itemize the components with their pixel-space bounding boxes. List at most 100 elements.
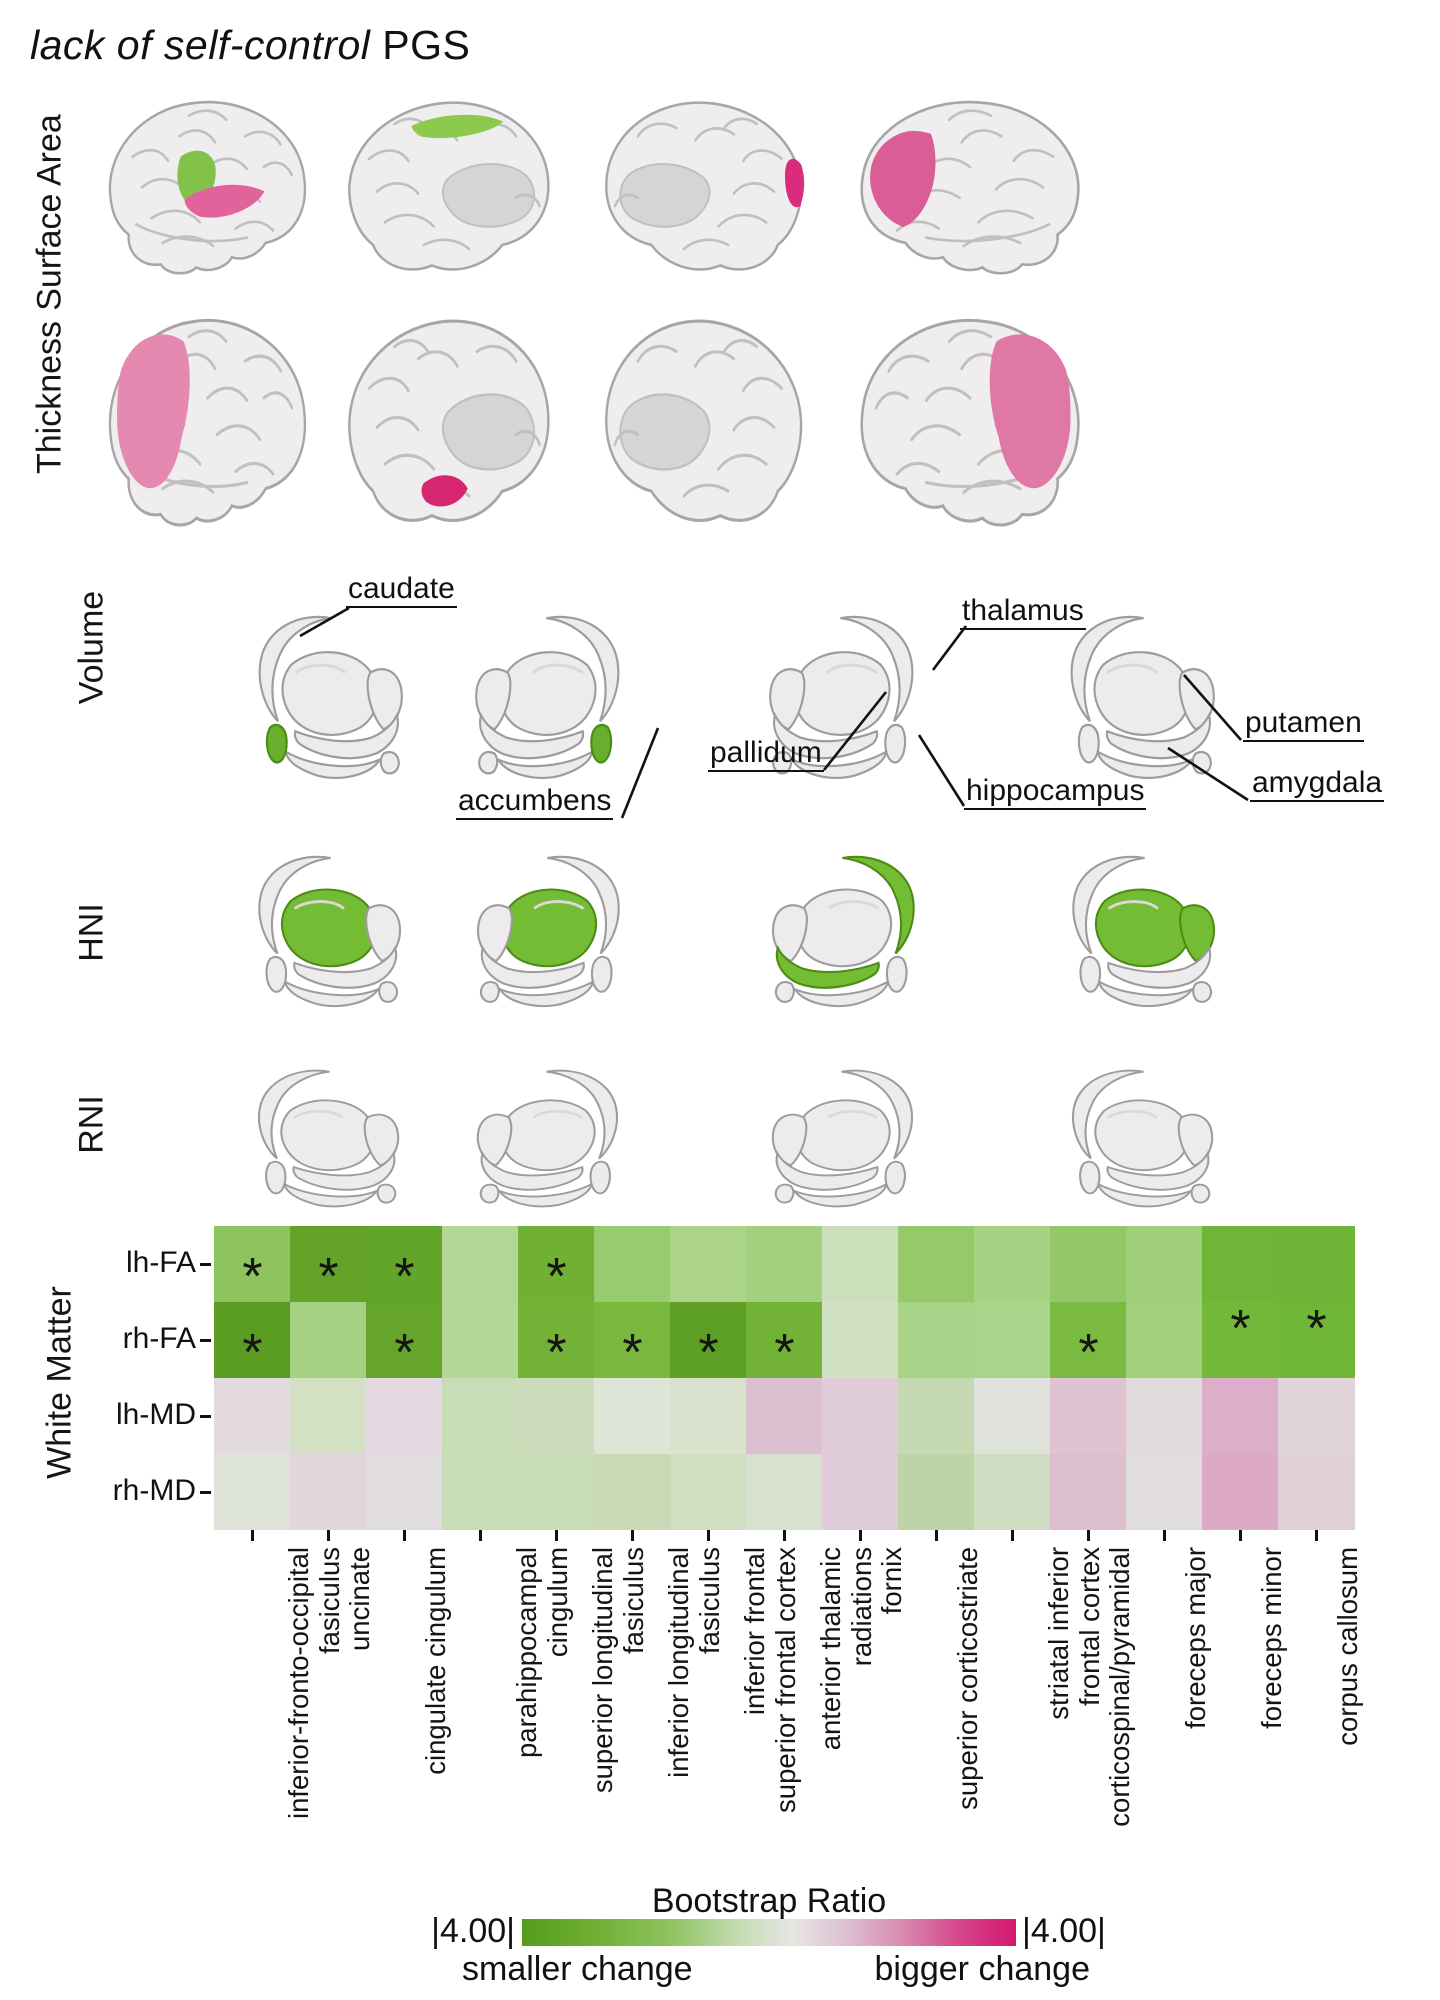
significance-asterisk: * — [1078, 1324, 1099, 1382]
structure-thalamus — [1094, 1099, 1190, 1172]
structure-hippocampus — [293, 945, 398, 989]
significance-asterisk: * — [394, 1248, 415, 1306]
annotation-leader-lines — [299, 606, 1249, 819]
structure-accumbens — [885, 955, 908, 993]
structure-thalamus — [1094, 888, 1192, 968]
colorbar-left-limit: |4.00| — [431, 1912, 515, 1950]
brain-hni-view-2 — [460, 843, 650, 1021]
significance-asterisk: * — [546, 1324, 567, 1382]
heatmap-cell-lh-FA-col15 — [1278, 1226, 1355, 1302]
heatmap-cell-lh-MD-col12 — [1050, 1378, 1127, 1454]
structure-putamen — [1179, 904, 1215, 963]
structure-caudate — [1072, 1069, 1144, 1160]
leader-amygdala — [1167, 746, 1249, 802]
heatmap-cell-rh-MD-col13 — [1126, 1454, 1203, 1530]
heatmap-cell-lh-FA-col1: * — [214, 1226, 291, 1306]
significance-asterisk: * — [622, 1324, 643, 1382]
column-tick — [782, 1530, 786, 1541]
structure-amygdala — [772, 750, 793, 775]
column-tick — [630, 1530, 634, 1541]
structure-hippo2 — [282, 1182, 379, 1208]
column-tick — [402, 1530, 406, 1541]
structure-caudate — [258, 855, 331, 955]
column-tick — [554, 1530, 558, 1541]
heatmap-cell-lh-MD-col5 — [518, 1378, 595, 1454]
brain-rni-view-4 — [1042, 1058, 1230, 1220]
heatmap-cell-rh-MD-col10 — [898, 1454, 975, 1530]
significance-asterisk: * — [242, 1324, 263, 1382]
annotation-accumbens: accumbens — [456, 786, 614, 820]
structure-hippocampus — [1107, 945, 1212, 989]
structure-putamen — [772, 904, 808, 963]
structure-putamen — [365, 904, 401, 963]
heatmap-cell-rh-FA-col8: * — [746, 1302, 823, 1379]
heatmap-cell-rh-MD-col14 — [1202, 1454, 1279, 1530]
leader-thalamus — [931, 625, 968, 671]
row-tick — [200, 1415, 211, 1418]
annotation-hippocampus: hippocampus — [964, 776, 1147, 810]
structure-accumbens — [1079, 955, 1102, 993]
structure-amygdala — [378, 981, 399, 1003]
heatmap-cell-rh-MD-col9 — [822, 1454, 899, 1530]
heatmap-cell-rh-MD-col7 — [670, 1454, 747, 1530]
structure-hippo2 — [792, 979, 890, 1008]
structure-hippo2 — [1096, 1182, 1193, 1208]
significance-asterisk: * — [242, 1248, 263, 1306]
brain-volume-view-2 — [458, 602, 650, 794]
brain-surface-area-view-3 — [590, 85, 820, 290]
structure-caudate — [1070, 615, 1144, 723]
structure-caudate — [546, 1069, 618, 1160]
heatmap-cell-lh-MD-col11 — [974, 1378, 1051, 1454]
structure-thalamus — [793, 651, 891, 736]
region-patch-edge_pink — [785, 158, 805, 208]
column-tick — [1314, 1530, 1318, 1541]
structure-accumbens — [589, 1160, 611, 1195]
colorbar-gradient — [522, 1919, 1016, 1946]
structure-thalamus — [499, 651, 597, 736]
heatmap-cell-rh-FA-col14: * — [1202, 1302, 1279, 1378]
structure-accumbens — [884, 1160, 906, 1195]
heatmap-cell-rh-FA-col7: * — [670, 1302, 747, 1379]
structure-amygdala — [479, 1183, 500, 1204]
brain-rni-view-2 — [460, 1058, 648, 1220]
column-tick — [706, 1530, 710, 1541]
structure-accumbens — [1077, 723, 1100, 764]
column-tick — [326, 1530, 330, 1541]
heatmap-cell-lh-MD-col9 — [822, 1378, 899, 1454]
heatmap-cell-lh-MD-col6 — [594, 1378, 671, 1454]
figure-title: lack of self-control PGS — [30, 22, 470, 69]
structure-hippocampus — [775, 1150, 879, 1191]
brain-hni-view-1 — [228, 843, 418, 1021]
column-tick — [858, 1530, 862, 1541]
structure-hippocampus — [1106, 1150, 1210, 1191]
row-tick — [200, 1491, 211, 1494]
structure-putamen — [475, 668, 512, 731]
structure-thalamus — [795, 888, 893, 968]
heatmap-column-label-14: foreceps minor — [1255, 1547, 1287, 1729]
structure-hippo2 — [1097, 979, 1195, 1008]
heatmap-cell-lh-FA-col6 — [594, 1226, 671, 1302]
row-tick — [200, 1263, 211, 1266]
heatmap-cell-lh-FA-col4 — [442, 1226, 519, 1302]
figure-title-suffix: PGS — [370, 22, 471, 68]
figure-title-italic: lack of self-control — [30, 22, 371, 68]
structure-thalamus — [500, 888, 598, 968]
structure-thalamus — [500, 1099, 596, 1172]
heatmap-cell-lh-MD-col2 — [290, 1378, 367, 1454]
structure-caudate — [258, 1069, 330, 1160]
structure-putamen — [363, 1113, 400, 1167]
structure-accumbens — [884, 723, 907, 764]
structure-hippocampus — [480, 945, 585, 989]
structure-caudate — [840, 615, 914, 723]
heatmap-cell-lh-FA-col11 — [974, 1226, 1051, 1302]
colorbar-title: Bootstrap Ratio — [651, 1882, 887, 1920]
structure-caudate — [1072, 855, 1145, 955]
heatmap-cell-rh-MD-col12 — [1050, 1454, 1127, 1530]
structure-putamen — [1178, 668, 1215, 731]
heatmap-cell-rh-MD-col5 — [518, 1454, 595, 1530]
structure-hippocampus — [479, 712, 585, 760]
heatmap-cell-rh-MD-col2 — [290, 1454, 367, 1530]
heatmap-cell-lh-FA-col13 — [1126, 1226, 1203, 1302]
